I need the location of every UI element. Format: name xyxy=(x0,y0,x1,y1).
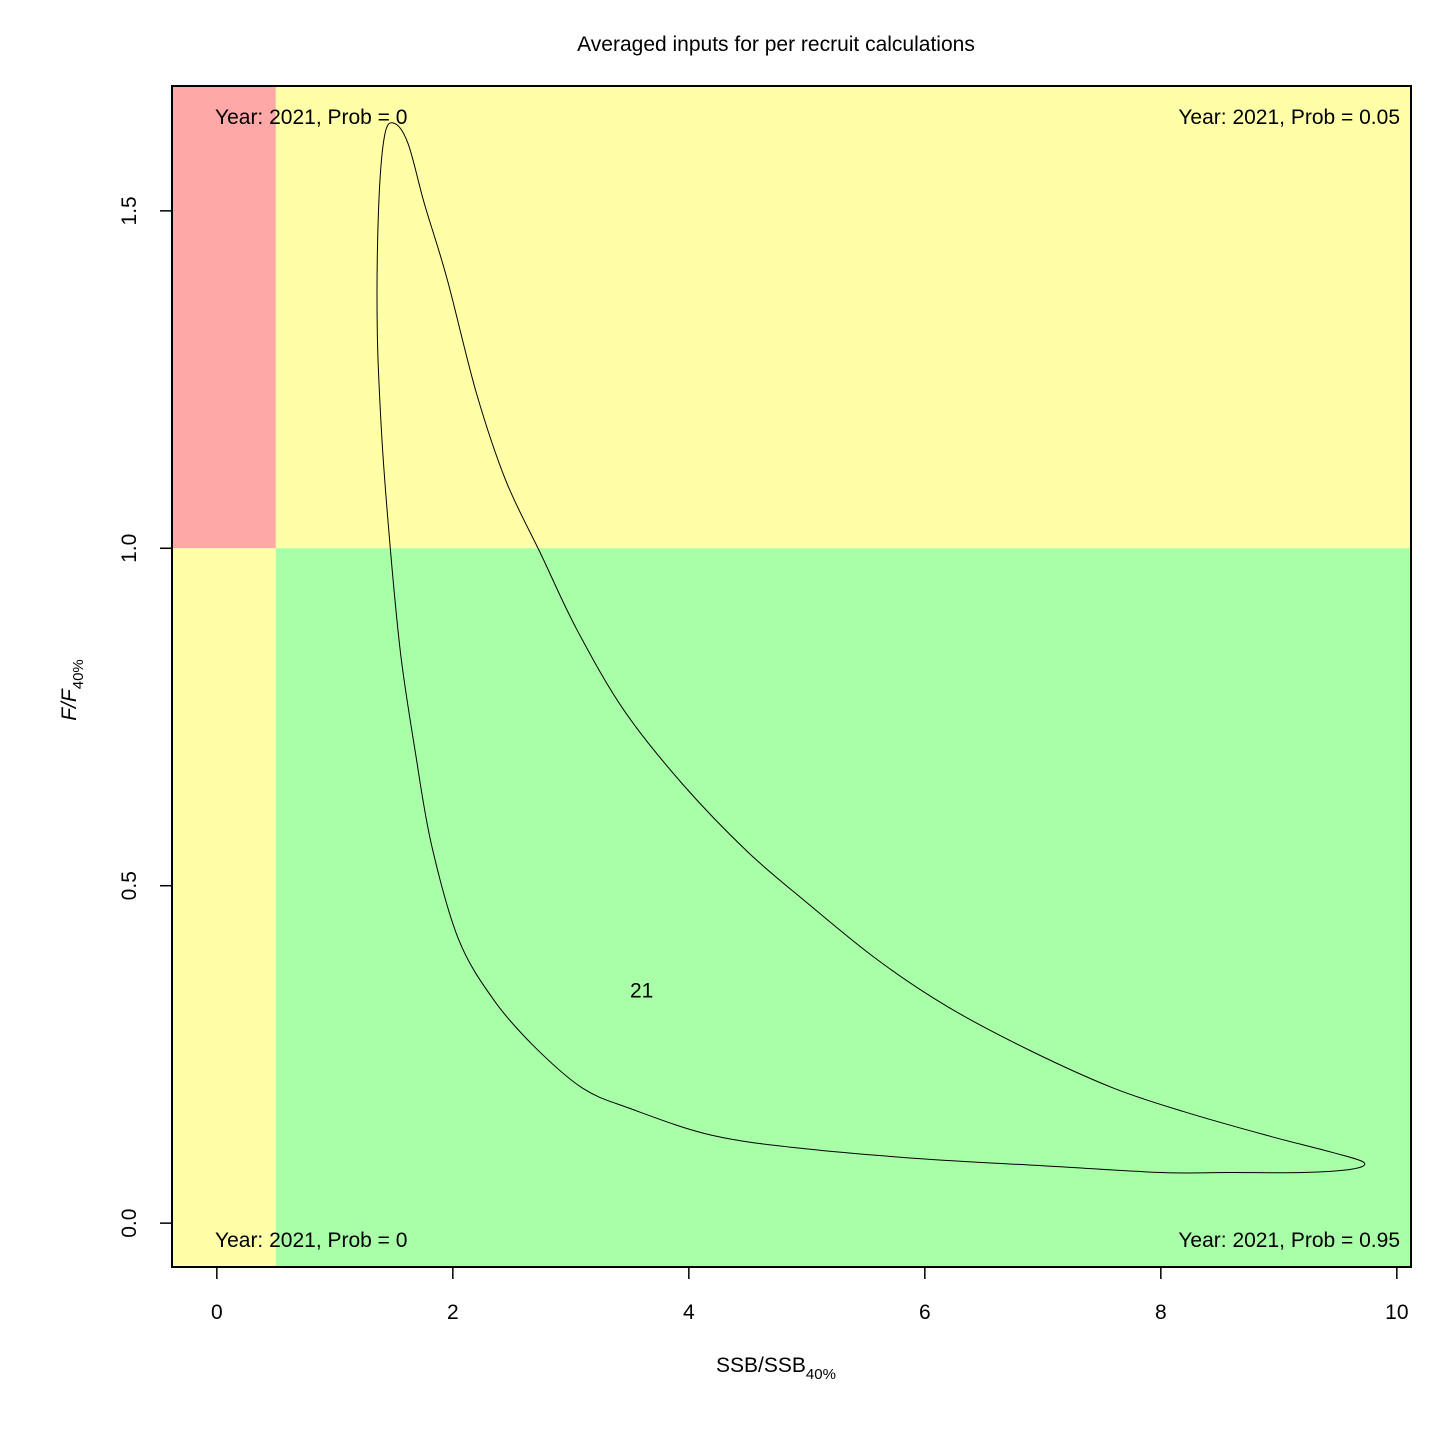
y-axis-title-main: F/F xyxy=(58,688,81,721)
quadrant-labels: Year: 2021, Prob = 0 Year: 2021, Prob = … xyxy=(215,106,1400,1252)
x-tick-label: 2 xyxy=(447,1301,459,1324)
y-axis-title-sub: 40% xyxy=(70,659,87,689)
point-label: 21 xyxy=(630,979,653,1002)
chart-title: Averaged inputs for per recruit calculat… xyxy=(577,33,975,56)
x-tick-label: 6 xyxy=(919,1301,931,1324)
contour-line xyxy=(376,122,1366,1174)
y-tick-label: 0.0 xyxy=(118,1209,141,1238)
zone-healthy xyxy=(275,548,1412,1267)
x-tick-label: 8 xyxy=(1155,1301,1167,1324)
y-axis-title: F/F40% xyxy=(58,659,87,721)
zone-overfished xyxy=(172,548,276,1267)
y-axis: 0.0 0.5 1.0 1.5 xyxy=(118,196,173,1238)
y-tick-label: 1.0 xyxy=(118,534,141,563)
plot-zones xyxy=(172,86,1412,1267)
x-tick-label: 4 xyxy=(683,1301,695,1324)
quadrant-label-top-left: Year: 2021, Prob = 0 xyxy=(215,106,407,129)
x-axis-title-main: SSB/SSB xyxy=(716,1354,806,1377)
x-tick-label: 10 xyxy=(1385,1301,1408,1324)
x-axis: 0 2 4 6 8 10 xyxy=(211,1266,1409,1324)
zone-overfished-overfishing xyxy=(172,86,276,549)
x-tick-label: 0 xyxy=(211,1301,223,1324)
x-axis-title-sub: 40% xyxy=(806,1366,836,1383)
quadrant-label-top-right: Year: 2021, Prob = 0.05 xyxy=(1178,106,1400,129)
y-tick-label: 0.5 xyxy=(118,871,141,900)
zone-overfishing xyxy=(275,86,1412,549)
quadrant-label-bottom-right: Year: 2021, Prob = 0.95 xyxy=(1178,1229,1400,1252)
y-tick-label: 1.5 xyxy=(118,196,141,225)
contour-layer xyxy=(376,122,1366,1174)
quadrant-label-bottom-left: Year: 2021, Prob = 0 xyxy=(215,1229,407,1252)
x-axis-title: SSB/SSB40% xyxy=(716,1354,836,1383)
